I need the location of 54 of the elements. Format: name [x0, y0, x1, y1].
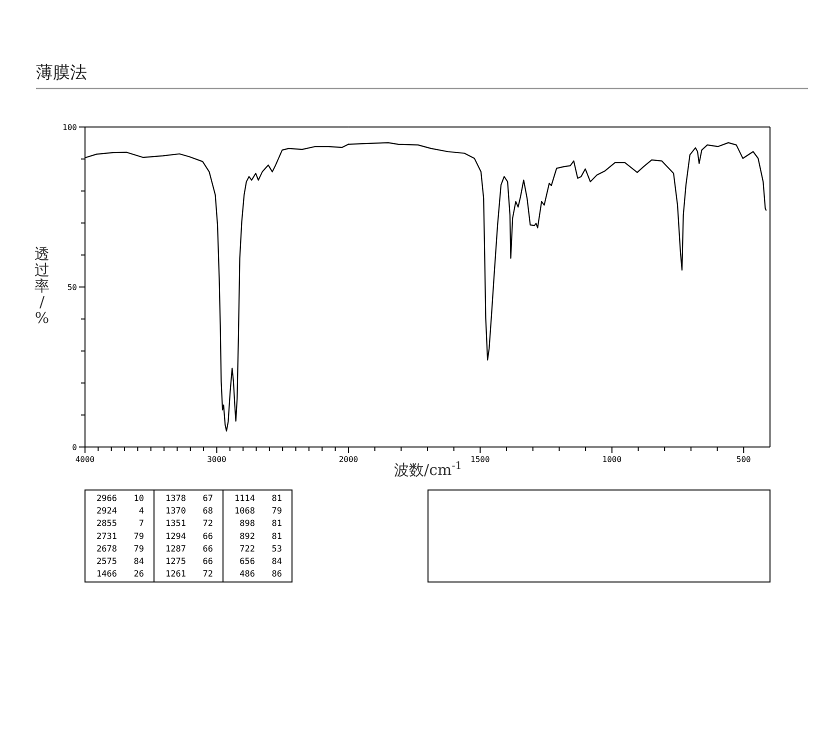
text: 722: [240, 544, 255, 554]
text: 1378: [166, 494, 186, 504]
text: 67: [202, 494, 213, 504]
text: 2678: [96, 544, 117, 554]
x-tick-label: 1500: [470, 455, 490, 464]
x-tick-label: 1000: [602, 455, 622, 464]
text: 81: [272, 519, 282, 530]
text: 81: [272, 532, 282, 542]
x-tick-label: 3000: [207, 455, 227, 464]
x-tick-label: 2000: [338, 455, 358, 464]
text: 2966: [96, 494, 117, 504]
text: 86: [272, 570, 282, 580]
y-tick-label: 0: [72, 443, 78, 452]
text: 79: [272, 506, 282, 517]
chart-title: 薄膜法: [36, 63, 87, 83]
text: 79: [134, 532, 144, 542]
text: 66: [202, 557, 213, 567]
text: 1370: [166, 506, 186, 517]
text: 1114: [234, 494, 255, 504]
text: 892: [240, 532, 255, 542]
text: 486: [240, 570, 255, 580]
text: 26: [134, 570, 144, 580]
text: 66: [202, 544, 213, 554]
text: 7: [138, 519, 144, 530]
text: 72: [202, 519, 213, 530]
text: 898: [240, 519, 255, 530]
text: 66: [202, 532, 213, 542]
x-tick-label: 4000: [75, 455, 95, 464]
text: 4: [138, 506, 144, 517]
text: 1294: [166, 532, 186, 542]
text: 72: [202, 570, 213, 580]
text: 81: [272, 494, 282, 504]
text: 1275: [166, 557, 186, 567]
text: 2855: [96, 519, 117, 530]
text: 68: [202, 506, 213, 517]
text: 2924: [96, 506, 117, 517]
text: 53: [272, 544, 282, 554]
text: 84: [272, 557, 282, 567]
text: 1068: [234, 506, 255, 517]
text: 84: [134, 557, 144, 567]
text: 2731: [96, 532, 117, 542]
text: 1287: [166, 544, 186, 554]
text: 1261: [166, 570, 186, 580]
x-axis-title: 波数/cm$^{-1}$: [394, 460, 462, 479]
text: 79: [134, 544, 144, 554]
text: 656: [240, 557, 255, 567]
x-tick-label: 500: [736, 455, 752, 464]
text: 10: [134, 494, 144, 504]
y-axis-title: 透过率/%: [34, 245, 50, 327]
text: 2575: [96, 557, 117, 567]
text: 1466: [96, 570, 117, 580]
text: 1351: [166, 519, 186, 530]
y-tick-label: 100: [62, 123, 78, 132]
y-tick-label: 50: [67, 283, 78, 292]
